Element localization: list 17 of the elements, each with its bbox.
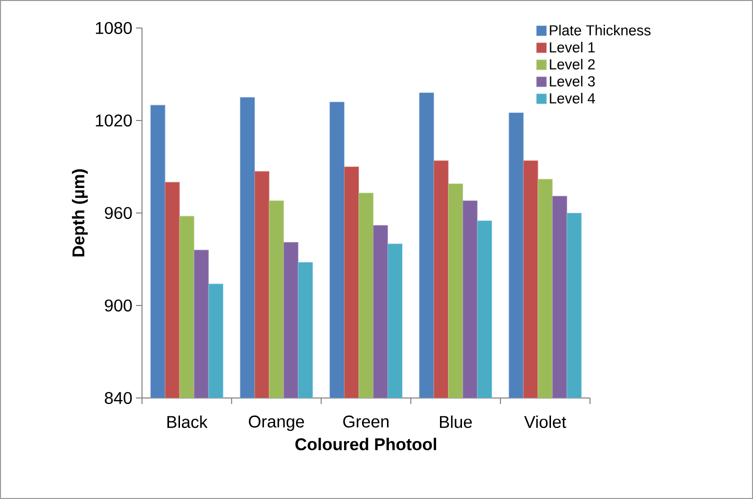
x-tick-label: Violet xyxy=(524,416,566,428)
y-axis-title: Depth (µm) xyxy=(72,169,88,256)
x-axis-title: Coloured Photool xyxy=(295,438,436,450)
y-tick-label: 960 xyxy=(104,206,132,220)
x-tick-label: Black xyxy=(167,416,208,428)
legend-label: Level 2 xyxy=(550,58,595,70)
legend-label: Plate Thickness xyxy=(550,24,651,36)
legend-label: Level 1 xyxy=(550,42,595,52)
y-tick-label: 1080 xyxy=(96,22,132,34)
x-tick-label: Green xyxy=(343,416,389,428)
x-tick-label: Orange xyxy=(248,416,304,431)
legend-label: Level 4 xyxy=(550,92,596,104)
y-tick-label: 1020 xyxy=(96,114,132,127)
y-tick-label: 900 xyxy=(104,299,132,312)
legend-label: Level 3 xyxy=(550,76,595,86)
x-tick-label: Blue xyxy=(440,416,472,428)
y-tick-label: 840 xyxy=(104,392,132,404)
